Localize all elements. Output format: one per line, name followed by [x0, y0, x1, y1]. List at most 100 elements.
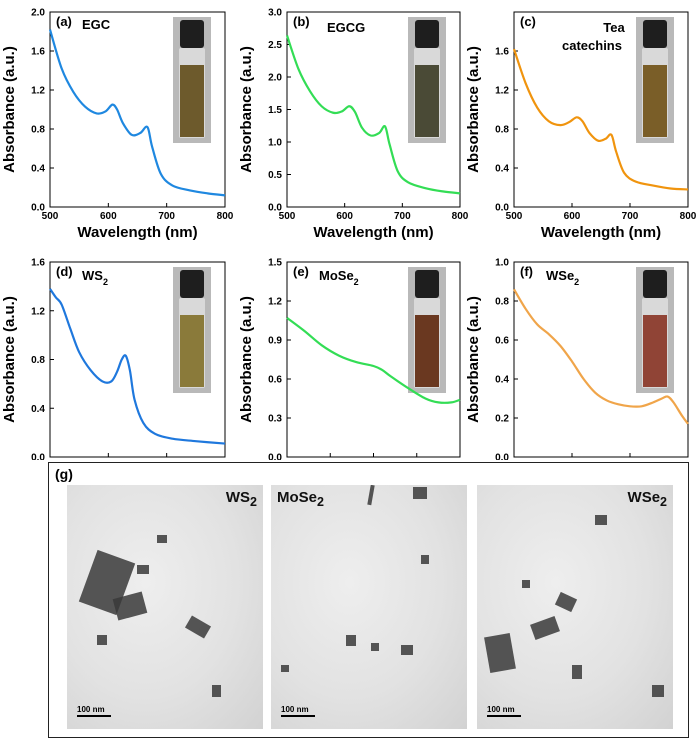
flake [371, 643, 379, 651]
y-axis-label: Absorbance (a.u.) [465, 46, 482, 173]
sample-subscript: 2 [354, 277, 359, 287]
y-tick-label: 1.5 [268, 258, 282, 269]
x-tick-label: 700 [158, 211, 175, 222]
y-tick-label: 1.2 [31, 86, 45, 97]
y-tick-label: 0.9 [268, 336, 282, 347]
y-axis-label: Absorbance (a.u.) [465, 296, 482, 423]
vial-liquid [180, 65, 204, 137]
y-tick-label: 0.8 [495, 125, 509, 136]
y-tick-label: 1.0 [268, 138, 282, 149]
flake [554, 591, 578, 613]
flake [595, 515, 607, 525]
vial-cap [180, 20, 204, 48]
tem-image-ws2: WS2 100 nm [67, 485, 263, 729]
sample-label: EGC [82, 17, 111, 32]
y-tick-label: 1.6 [31, 258, 45, 269]
y-tick-label: 0.0 [495, 203, 509, 214]
y-tick-label: 0.6 [495, 336, 509, 347]
x-tick-label: 600 [336, 211, 353, 222]
flake [421, 555, 429, 564]
tem-label-ws2: WS2 [225, 489, 257, 509]
sample-label: WSe2 [546, 268, 579, 287]
tem-figure: (g) WS2 100 nm MoSe2 100 nm WSe2 100 nm [48, 462, 689, 738]
vial-liquid [643, 315, 667, 387]
scale-bar: 100 nm [77, 705, 111, 717]
panel-letter: (b) [293, 14, 310, 29]
x-tick-label: 600 [564, 211, 581, 222]
sample-label: MoSe2 [319, 268, 359, 287]
absorbance-curve [48, 29, 226, 197]
x-axis-label: Wavelength (nm) [77, 224, 197, 241]
y-tick-label: 0.0 [31, 203, 45, 214]
plot-frame [513, 11, 689, 208]
flake [97, 635, 107, 645]
y-tick-label: 0.5 [268, 170, 282, 181]
plot-frame [513, 261, 689, 458]
y-tick-label: 1.2 [31, 306, 45, 317]
flake [484, 633, 516, 673]
y-axis-label: Absorbance (a.u.) [1, 46, 18, 173]
vial-photo [408, 267, 446, 393]
x-tick-label: 800 [452, 211, 469, 222]
sample-label: Tea [603, 20, 625, 35]
absorbance-curve [513, 288, 689, 425]
absorbance-curve [286, 317, 461, 404]
plot-frame [49, 11, 226, 208]
vial-cap [415, 270, 439, 298]
flake [572, 665, 582, 679]
x-axis-label: Wavelength (nm) [313, 224, 433, 241]
absorbance-curve [285, 35, 461, 195]
chart-panel-2: 500 600 700 800 0.0 0.4 0.8 1.2 1.6 Wavelength (n… [465, 11, 697, 241]
flake [184, 615, 212, 639]
y-tick-label: 0.0 [31, 453, 45, 461]
y-tick-label: 1.6 [495, 47, 509, 58]
absorbance-figure: 500 600 700 800 0.0 0.4 0.8 1.2 1.6 2.0 Wavelength… [1, 8, 697, 461]
flake [212, 685, 221, 697]
x-tick-label: 500 [279, 211, 296, 222]
x-tick-label: 500 [506, 211, 523, 222]
y-tick-label: 0.8 [495, 297, 509, 308]
tem-label-wse2: WSe2 [627, 489, 667, 509]
y-axis-label: Absorbance (a.u.) [238, 46, 255, 173]
vial-liquid [415, 65, 439, 137]
absorbance-curve [512, 48, 689, 191]
tem-label-mose2: MoSe2 [277, 489, 324, 509]
x-tick-label: 600 [100, 211, 117, 222]
chart-panel-0: 500 600 700 800 0.0 0.4 0.8 1.2 1.6 2.0 Wavelength… [1, 8, 234, 242]
x-tick-label: 500 [42, 211, 59, 222]
y-tick-label: 3.0 [268, 8, 282, 19]
vial-liquid [180, 315, 204, 387]
y-tick-label: 0.8 [31, 355, 45, 366]
x-axis-label: Wavelength (nm) [541, 224, 661, 241]
flake [413, 487, 427, 499]
sample-subscript: 2 [103, 277, 108, 287]
y-tick-label: 0.4 [495, 164, 509, 175]
chart-panel-5: 5006007008000.00.20.40.60.81.0Wavelength… [465, 258, 689, 460]
tem-panel-letter: (g) [55, 466, 73, 482]
vial-liquid [643, 65, 667, 137]
y-axis-label: Absorbance (a.u.) [1, 296, 18, 423]
y-tick-label: 0.8 [31, 125, 45, 136]
flake [522, 580, 530, 588]
flake [652, 685, 664, 697]
y-tick-label: 1.6 [31, 47, 45, 58]
vial-cap [643, 20, 667, 48]
vial-cap [180, 270, 204, 298]
y-tick-label: 1.5 [268, 105, 282, 116]
y-tick-label: 0.2 [495, 414, 509, 425]
y-tick-label: 0.0 [268, 453, 282, 461]
flake [137, 565, 149, 574]
x-tick-label: 800 [680, 211, 697, 222]
x-tick-label: 700 [622, 211, 639, 222]
chart-panel-4: 6006507007508000.00.30.60.91.21.5Wavelen… [238, 258, 461, 461]
panel-letter: (d) [56, 264, 73, 279]
y-axis-label: Absorbance (a.u.) [238, 296, 255, 423]
panel-letter: (e) [293, 264, 309, 279]
panel-letter: (a) [56, 14, 72, 29]
y-tick-label: 0.3 [268, 414, 282, 425]
vial-photo [636, 17, 674, 143]
flake [281, 665, 289, 672]
vial-photo [173, 17, 211, 143]
x-tick-label: 800 [217, 211, 234, 222]
